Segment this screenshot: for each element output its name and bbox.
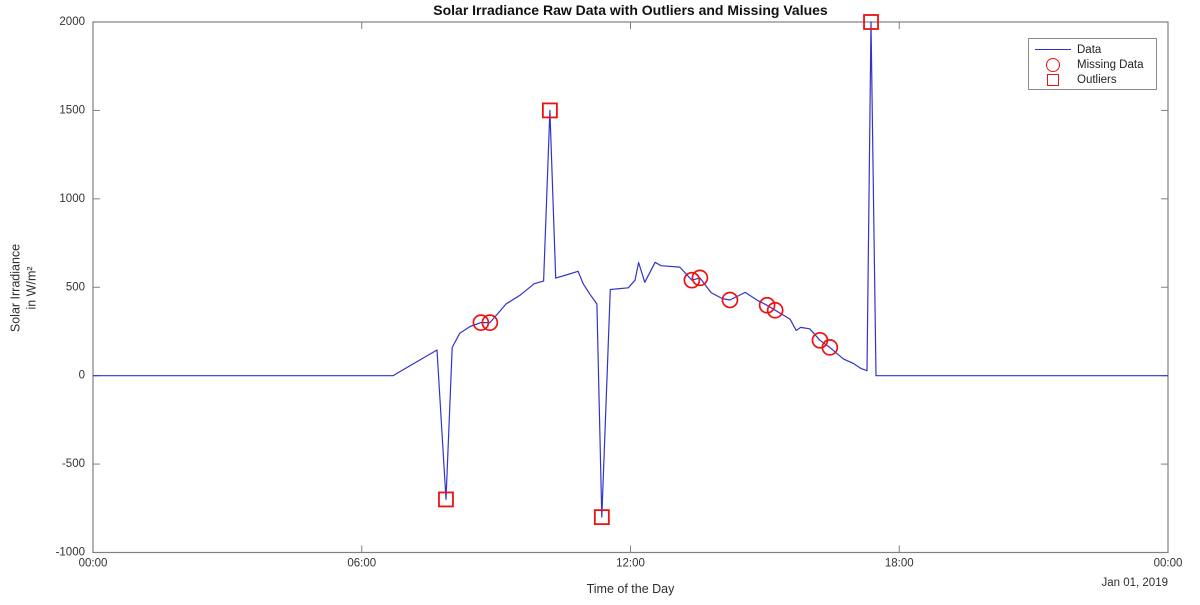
x-tick-label: 12:00 (616, 558, 645, 570)
missing-data-marker (821, 339, 839, 356)
x-tick-label: 06:00 (347, 558, 376, 570)
outlier-marker (438, 491, 454, 508)
x-tick-label: 18:00 (885, 558, 914, 570)
x-tick-label: 00:00 (1154, 558, 1183, 570)
outlier-marker (863, 14, 879, 30)
y-tick-label: 1500 (59, 104, 85, 116)
legend-entry-data: Data (1029, 42, 1156, 57)
y-axis-label-line2: in W/m² (24, 266, 38, 310)
legend-label-outliers: Outliers (1077, 73, 1117, 86)
y-tick-label: 2000 (59, 16, 85, 28)
y-axis-label: Solar Irradiance in W/m² (8, 244, 39, 332)
missing-data-marker (472, 314, 490, 331)
legend-square-swatch (1047, 73, 1059, 86)
legend-box: Data Missing Data Outliers (1028, 38, 1157, 90)
x-axis-label: Time of the Day (586, 582, 675, 596)
date-annotation: Jan 01, 2019 (1101, 577, 1168, 589)
x-tick-label: 00:00 (79, 558, 108, 570)
legend-circle-swatch (1046, 57, 1060, 72)
legend-entry-missing-data: Missing Data (1029, 57, 1156, 72)
axes-box (92, 21, 1169, 554)
outlier-marker (541, 102, 558, 119)
y-tick-label: -1000 (56, 547, 85, 559)
data-line (93, 21, 1168, 518)
outlier-marker (593, 509, 610, 526)
missing-data-marker (683, 271, 701, 289)
missing-data-marker (758, 296, 776, 314)
y-tick-label: -500 (62, 458, 85, 470)
y-tick-label: 0 (79, 370, 85, 382)
missing-data-marker (481, 314, 499, 331)
legend-entry-outliers: Outliers (1029, 72, 1156, 87)
legend-line-swatch (1035, 49, 1071, 50)
y-tick-label: 500 (66, 281, 85, 293)
missing-data-marker (766, 301, 784, 319)
missing-data-marker (721, 291, 739, 309)
chart-title: Solar Irradiance Raw Data with Outliers … (433, 2, 828, 18)
legend-label-data: Data (1077, 43, 1102, 56)
y-tick-label: 1000 (59, 193, 85, 205)
y-axis-label-line1: Solar Irradiance (8, 243, 23, 333)
missing-data-marker (691, 269, 709, 287)
legend-label-missing-data: Missing Data (1077, 58, 1144, 71)
